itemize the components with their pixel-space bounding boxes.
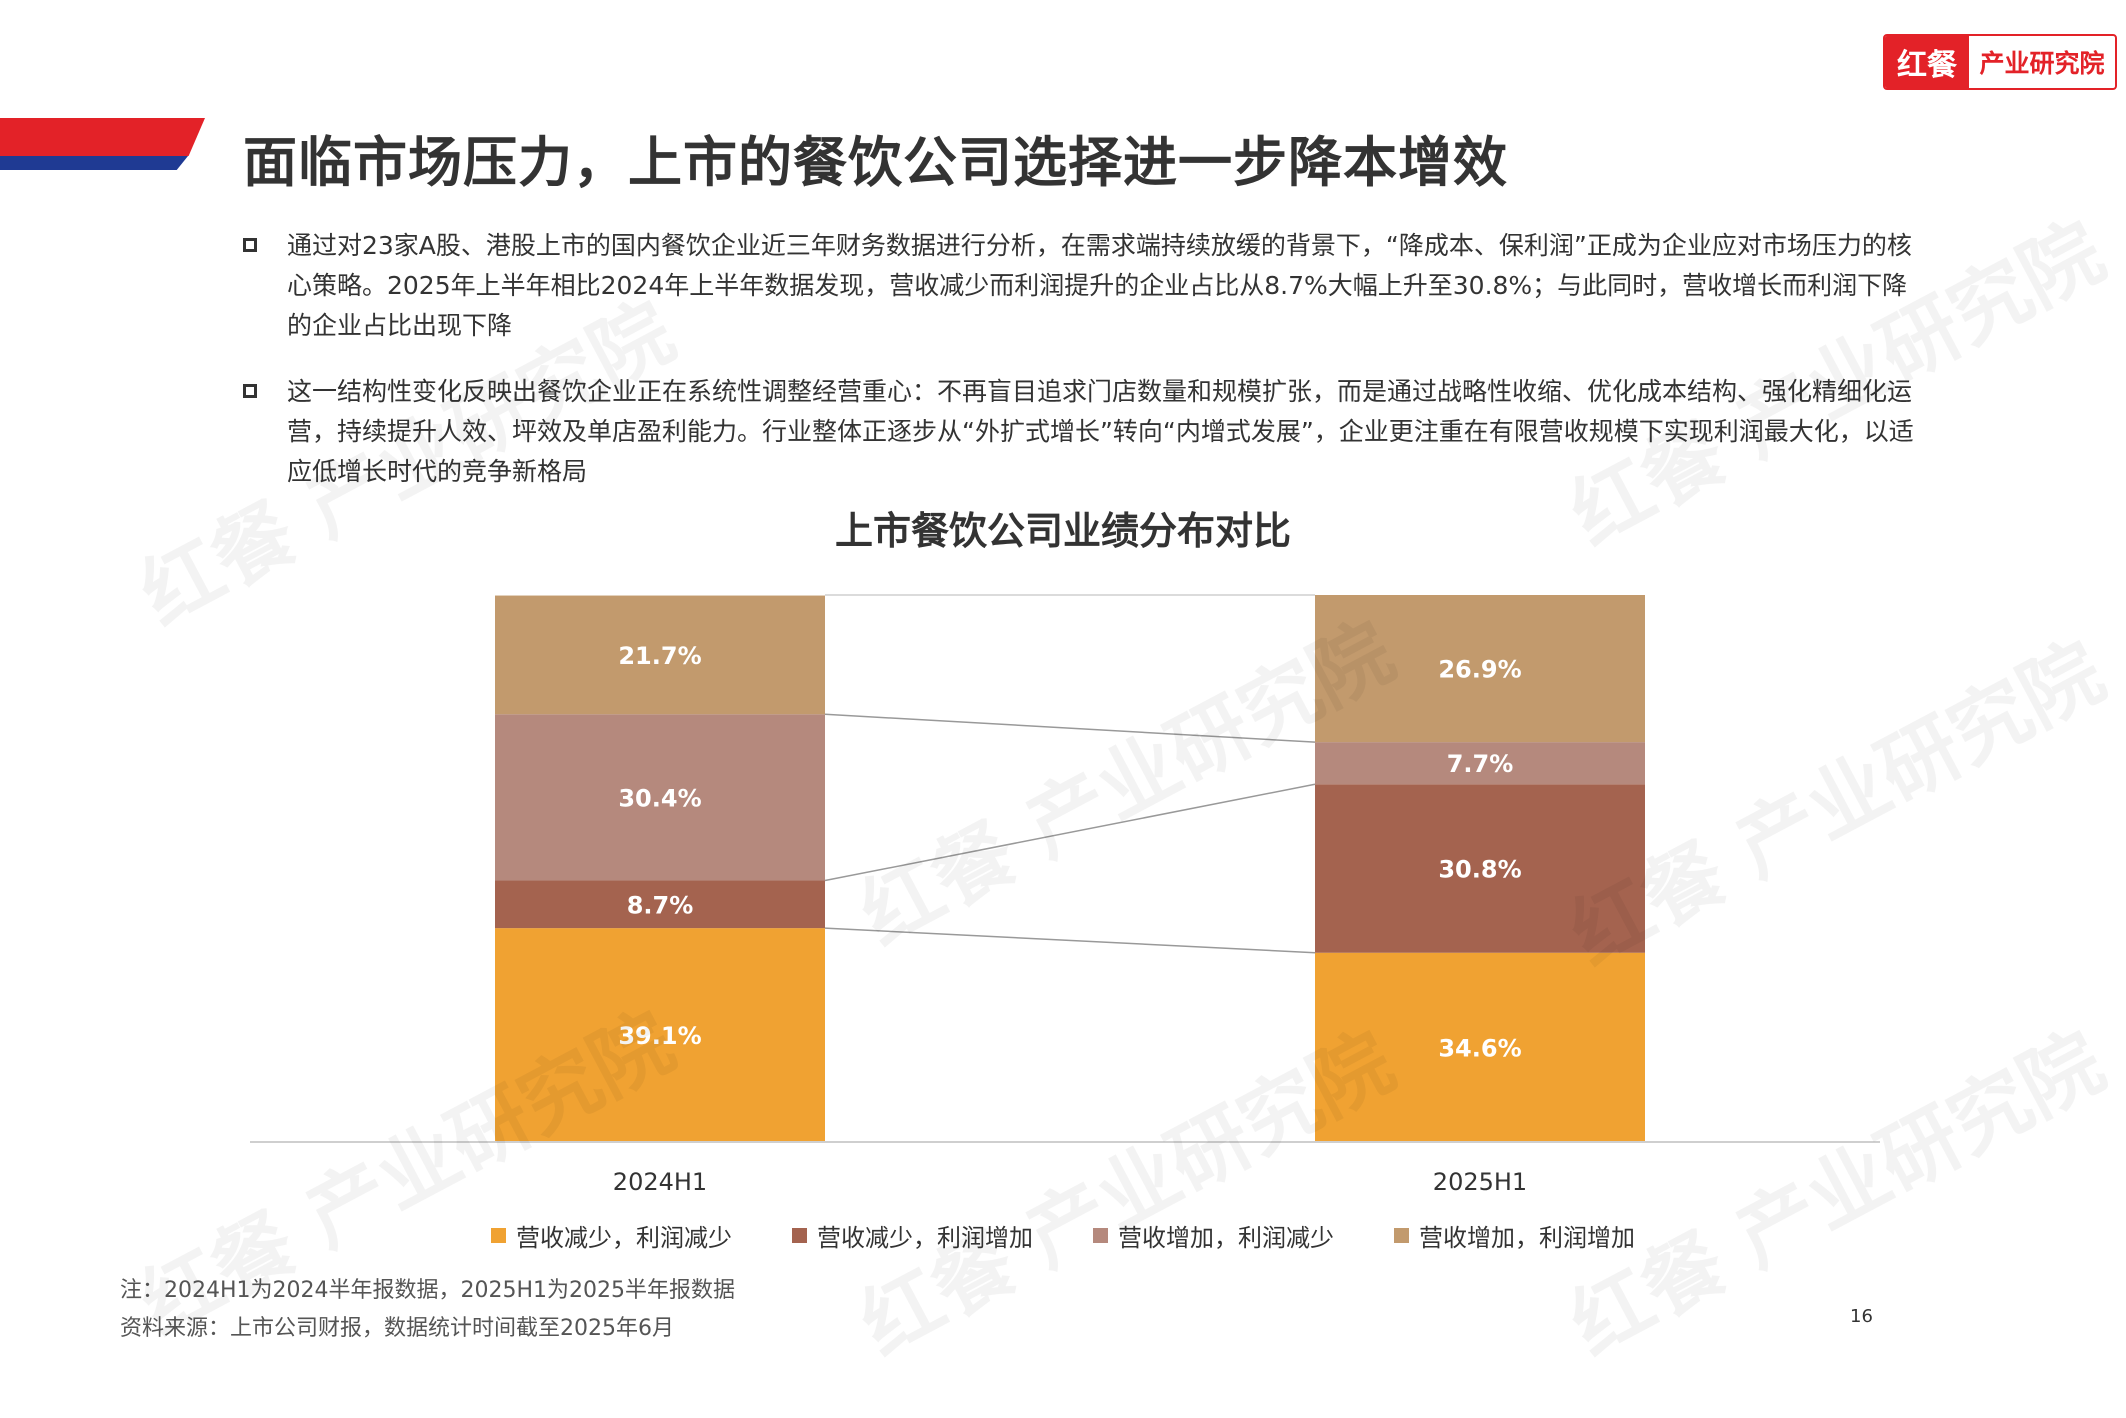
legend-item: 营收减少，利润减少 bbox=[491, 1218, 732, 1253]
data-label: 7.7% bbox=[1447, 750, 1514, 778]
series-connector-line bbox=[824, 927, 1316, 954]
legend-swatch bbox=[792, 1228, 807, 1243]
data-label: 39.1% bbox=[618, 1022, 701, 1050]
series-connector-line bbox=[824, 783, 1316, 882]
brand-logo: 红餐 产业研究院 bbox=[1883, 34, 2117, 90]
data-label: 30.4% bbox=[618, 784, 701, 812]
bullet-square-icon bbox=[243, 238, 257, 252]
x-tick-label: 2024H1 bbox=[613, 1168, 707, 1196]
bar-segment bbox=[1315, 952, 1645, 1142]
bar-segment bbox=[495, 928, 825, 1142]
legend-swatch bbox=[1093, 1228, 1108, 1243]
bar-segment bbox=[495, 880, 825, 929]
bullet-item: 通过对23家A股、港股上市的国内餐饮企业近三年财务数据进行分析，在需求端持续放缓… bbox=[243, 226, 1923, 346]
data-label: 8.7% bbox=[627, 891, 694, 919]
bar-segment bbox=[1315, 784, 1645, 953]
chart-title: 上市餐饮公司业绩分布对比 bbox=[834, 509, 1291, 553]
data-label: 26.9% bbox=[1438, 656, 1521, 684]
legend-swatch bbox=[1394, 1228, 1409, 1243]
legend-item: 营收减少，利润增加 bbox=[792, 1218, 1033, 1253]
page-number: 16 bbox=[1850, 1306, 1873, 1327]
data-label: 21.7% bbox=[618, 642, 701, 670]
bullet-text: 这一结构性变化反映出餐饮企业正在系统性调整经营重心：不再盲目追求门店数量和规模扩… bbox=[287, 377, 1914, 486]
legend-item: 营收增加，利润减少 bbox=[1093, 1218, 1334, 1253]
footnote: 注：2024H1为2024半年报数据，2025H1为2025半年报数据 bbox=[120, 1278, 736, 1303]
header-ribbon-blue bbox=[0, 156, 188, 170]
data-label: 34.6% bbox=[1438, 1034, 1521, 1062]
x-tick-label: 2025H1 bbox=[1433, 1168, 1527, 1196]
source-note: 资料来源：上市公司财报，数据统计时间截至2025年6月 bbox=[120, 1316, 674, 1341]
bar-segment bbox=[1315, 742, 1645, 785]
series-connector-line bbox=[824, 713, 1316, 743]
chart-legend: 营收减少，利润减少 营收减少，利润增加 营收增加，利润减少 营收增加，利润增加 bbox=[0, 1218, 2126, 1253]
bar-segment bbox=[495, 714, 825, 881]
bullet-text: 通过对23家A股、港股上市的国内餐饮企业近三年财务数据进行分析，在需求端持续放缓… bbox=[287, 231, 1912, 340]
bar-segment bbox=[495, 595, 825, 715]
bullet-item: 这一结构性变化反映出餐饮企业正在系统性调整经营重心：不再盲目追求门店数量和规模扩… bbox=[243, 372, 1923, 492]
legend-label: 营收减少，利润增加 bbox=[817, 1224, 1033, 1252]
header-ribbon-red bbox=[0, 118, 205, 156]
legend-item: 营收增加，利润增加 bbox=[1394, 1218, 1635, 1253]
logo-text: 产业研究院 bbox=[1979, 49, 2105, 78]
page-title: 面临市场压力，上市的餐饮公司选择进一步降本增效 bbox=[243, 131, 1508, 194]
bar-segment bbox=[1315, 595, 1645, 743]
bullet-square-icon bbox=[243, 384, 257, 398]
legend-swatch bbox=[491, 1228, 506, 1243]
logo-mark: 红餐 bbox=[1885, 36, 1969, 88]
legend-label: 营收增加，利润减少 bbox=[1118, 1224, 1334, 1252]
legend-label: 营收减少，利润减少 bbox=[516, 1224, 732, 1252]
data-label: 30.8% bbox=[1438, 856, 1521, 884]
legend-label: 营收增加，利润增加 bbox=[1419, 1224, 1635, 1252]
